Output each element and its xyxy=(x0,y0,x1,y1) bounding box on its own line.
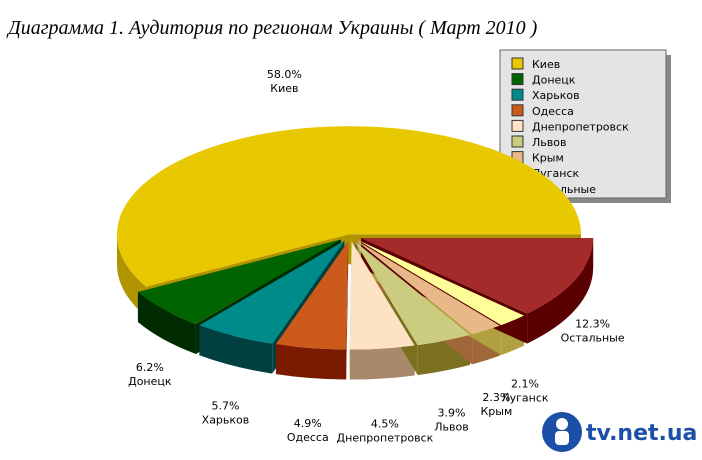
slice-side xyxy=(275,344,347,380)
category-label: Харьков xyxy=(202,413,250,426)
category-label: Луганск xyxy=(501,391,549,404)
slice xyxy=(356,240,500,335)
slice-side xyxy=(137,291,196,354)
legend-label: Днепропетровск xyxy=(532,120,629,133)
legend-swatch xyxy=(511,73,524,86)
slice-side xyxy=(349,345,415,380)
category-label: Львов xyxy=(434,420,468,433)
legend-label: Крым xyxy=(532,152,564,165)
value-label: 4.9% xyxy=(294,417,322,430)
legend-label: Харьков xyxy=(532,89,580,102)
value-label: 58.0% xyxy=(267,68,302,81)
slice xyxy=(361,238,594,314)
slice xyxy=(275,241,349,350)
category-label: Одесса xyxy=(287,431,329,444)
value-label: 2.3% xyxy=(482,391,510,404)
legend-label: Донецк xyxy=(532,74,576,87)
slice xyxy=(354,241,471,346)
value-label: 2.1% xyxy=(511,377,539,390)
logo-icon-head xyxy=(556,418,568,430)
chart-title: Диаграмма 1. Аудитория по регионам Украи… xyxy=(6,17,538,39)
legend: Киев Донецк Харьков Одесса Днепропетровск Льв… xyxy=(499,49,671,203)
value-label: 6.2% xyxy=(136,361,164,374)
slice xyxy=(349,241,415,350)
category-label: Остальные xyxy=(561,331,625,344)
slice xyxy=(137,239,341,324)
legend-label: Львов xyxy=(532,136,566,149)
slice xyxy=(358,240,524,326)
logo-text: tv.net.ua xyxy=(586,421,697,446)
value-label: 4.5% xyxy=(371,418,399,431)
category-label: Донецк xyxy=(128,375,172,388)
legend-swatch xyxy=(511,119,524,132)
value-label: 3.9% xyxy=(438,406,466,419)
legend-swatch xyxy=(511,88,524,101)
slice-side xyxy=(199,325,273,374)
legend-swatch xyxy=(511,104,524,117)
legend-label: Киев xyxy=(532,58,560,71)
category-label: Киев xyxy=(270,82,298,95)
logo-icon-body xyxy=(555,431,569,445)
logo: tv.net.ua xyxy=(542,412,697,452)
category-label: Днепропетровск xyxy=(337,432,434,445)
legend-swatch xyxy=(511,57,524,70)
category-label: Крым xyxy=(480,405,512,418)
slice-side xyxy=(527,238,594,344)
slice xyxy=(199,240,345,344)
value-label: 5.7% xyxy=(211,399,239,412)
value-label: 12.3% xyxy=(575,317,610,330)
slice xyxy=(116,126,581,287)
legend-label: Одесса xyxy=(532,105,574,118)
slice-cut-face xyxy=(346,241,349,380)
legend-swatch xyxy=(511,135,524,148)
